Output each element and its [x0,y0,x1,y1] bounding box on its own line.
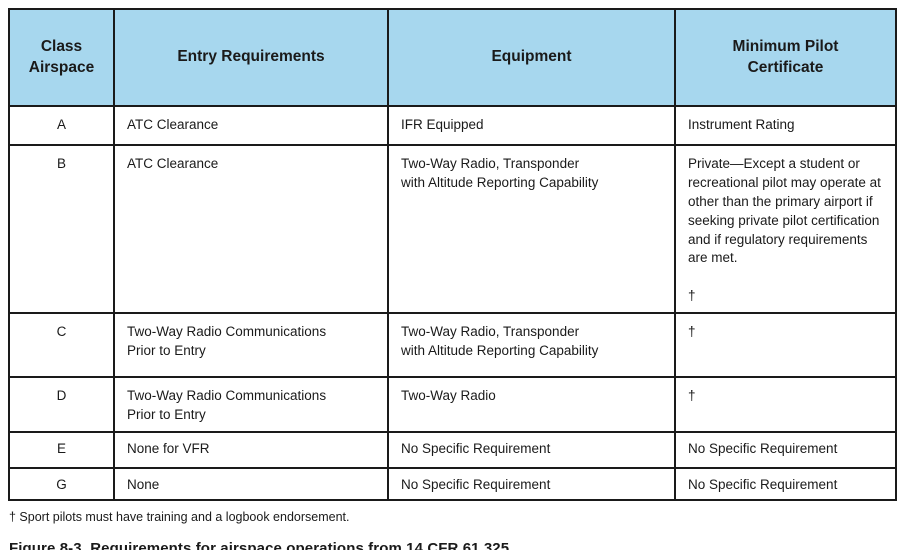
cell-minimum-pilot-certificate: Private—Except a student or recreational… [674,143,897,315]
header-class-airspace: Class Airspace [8,8,115,107]
table-row-class-g: G None No Specific Requirement No Specif… [8,466,897,501]
header-equipment: Equipment [387,8,676,107]
cell-minimum-pilot-certificate: Instrument Rating [674,105,897,146]
cell-equipment: IFR Equipped [387,105,676,146]
cell-entry-requirements: Two-Way Radio Communications Prior to En… [113,312,389,379]
header-row: Class Airspace Entry Requirements Equipm… [8,8,897,107]
table-row-class-e: E None for VFR No Specific Requirement N… [8,430,897,469]
cell-equipment: Two-Way Radio [387,376,676,433]
cell-class: G [8,466,115,501]
table-row-class-b: B ATC Clearance Two-Way Radio, Transpond… [8,143,897,315]
cell-entry-requirements: Two-Way Radio Communications Prior to En… [113,376,389,433]
cell-equipment: No Specific Requirement [387,466,676,501]
cell-minimum-pilot-certificate: No Specific Requirement [674,430,897,469]
cell-class: B [8,143,115,315]
cell-class: D [8,376,115,433]
cell-entry-requirements: None [113,466,389,501]
figure-caption: Figure 8-3. Requirements for airspace op… [9,539,514,550]
table-row-class-c: C Two-Way Radio Communications Prior to … [8,312,897,379]
header-minimum-pilot-certificate: Minimum Pilot Certificate [674,8,897,107]
airspace-requirements-table: Class Airspace Entry Requirements Equipm… [8,8,897,501]
cell-entry-requirements: ATC Clearance [113,105,389,146]
table-row-class-a: A ATC Clearance IFR Equipped Instrument … [8,105,897,146]
cell-minimum-pilot-certificate: † [674,312,897,379]
cell-class: C [8,312,115,379]
table-row-class-d: D Two-Way Radio Communications Prior to … [8,376,897,433]
cell-equipment: Two-Way Radio, Transponder with Altitude… [387,312,676,379]
dagger-footnote: † Sport pilots must have training and a … [9,509,350,524]
header-entry-requirements: Entry Requirements [113,8,389,107]
cell-equipment: Two-Way Radio, Transponder with Altitude… [387,143,676,315]
cell-minimum-pilot-certificate: No Specific Requirement [674,466,897,501]
cell-equipment: No Specific Requirement [387,430,676,469]
cell-minimum-pilot-certificate: † [674,376,897,433]
cell-entry-requirements: None for VFR [113,430,389,469]
cell-class: E [8,430,115,469]
cell-entry-requirements: ATC Clearance [113,143,389,315]
cell-class: A [8,105,115,146]
